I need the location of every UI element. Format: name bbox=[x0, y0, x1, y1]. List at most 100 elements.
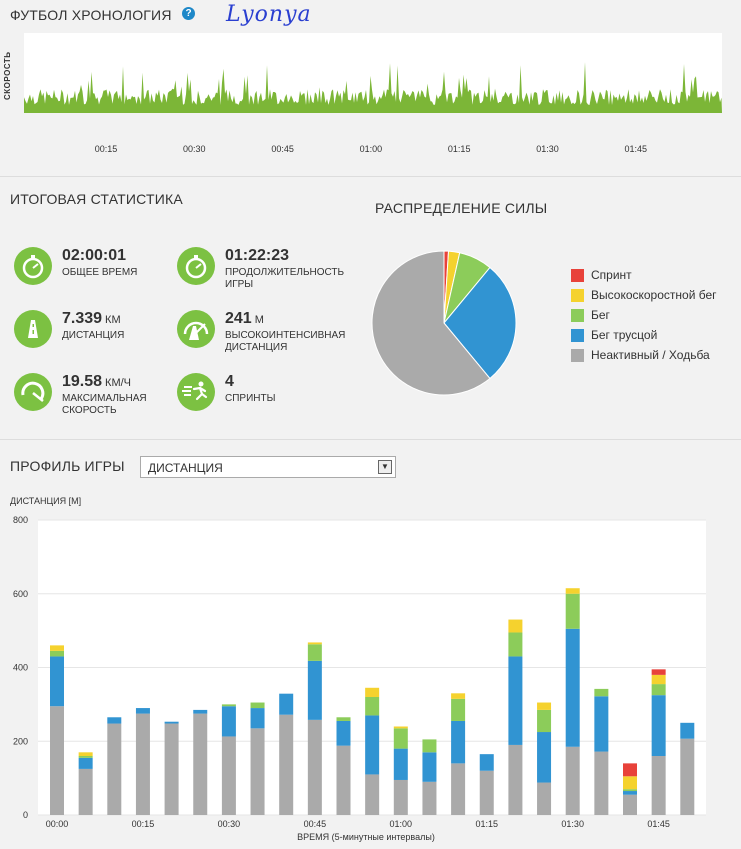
stopwatch-icon bbox=[177, 247, 215, 285]
legend-swatch bbox=[571, 349, 584, 362]
bar-segment bbox=[336, 745, 351, 815]
bar-segment bbox=[537, 732, 552, 783]
stopwatch-icon bbox=[14, 247, 52, 285]
bar-segment bbox=[623, 763, 637, 777]
profile-title: ПРОФИЛЬ ИГРЫ bbox=[10, 458, 125, 474]
bar-segment bbox=[623, 791, 637, 795]
bar-segment bbox=[508, 744, 523, 815]
y-tick-label: 0 bbox=[23, 810, 28, 820]
bar-segment bbox=[393, 779, 408, 815]
bar-segment bbox=[193, 713, 208, 815]
bar-segment bbox=[50, 645, 64, 651]
stat-sprints: 4 СПРИНТЫ bbox=[177, 373, 347, 423]
timeline-tick-label: 01:15 bbox=[448, 144, 471, 154]
stat-total-time: 02:00:01 ОБЩЕЕ ВРЕМЯ bbox=[14, 247, 184, 297]
bar-segment bbox=[594, 696, 609, 752]
stat-label: ПРОДОЛЖИТЕЛЬНОСТЬ ИГРЫ bbox=[225, 267, 345, 290]
y-tick-label: 800 bbox=[13, 515, 28, 525]
stat-value: 4 bbox=[225, 373, 234, 390]
timeline-tick-label: 01:30 bbox=[536, 144, 559, 154]
bar-segment bbox=[365, 697, 380, 716]
timeline-tick-label: 01:00 bbox=[360, 144, 383, 154]
x-tick-label: 01:30 bbox=[561, 819, 584, 829]
bar-segment bbox=[307, 719, 322, 815]
bar-segment bbox=[623, 789, 637, 792]
bar-segment bbox=[680, 738, 695, 815]
road-icon bbox=[14, 310, 52, 348]
stat-value: 241 М bbox=[225, 310, 264, 327]
game-profile-section: ПРОФИЛЬ ИГРЫ ДИСТАНЦИЯ ▼ ДИСТАНЦИЯ [М] 0… bbox=[0, 440, 741, 849]
distribution-title: РАСПРЕДЕЛЕНИЕ СИЛЫ bbox=[375, 200, 548, 216]
x-tick-label: 01:00 bbox=[390, 819, 413, 829]
stat-value: 01:22:23 bbox=[225, 247, 290, 264]
x-tick-label: 00:00 bbox=[46, 819, 69, 829]
stat-game-duration: 01:22:23 ПРОДОЛЖИТЕЛЬНОСТЬ ИГРЫ bbox=[177, 247, 347, 297]
bar-segment bbox=[78, 756, 93, 758]
distance-stacked-bar-chart: 0 200 400 600 800 00:00 00:15 00:30 00:45 01:00 01… bbox=[13, 515, 706, 842]
bar-segment bbox=[78, 752, 93, 756]
bar-segment bbox=[537, 702, 552, 710]
speedometer-icon bbox=[14, 373, 52, 411]
stats-title: ИТОГОВАЯ СТАТИСТИКА bbox=[10, 191, 183, 207]
bar-segment bbox=[78, 757, 93, 769]
stat-value: 7.339 КМ bbox=[62, 310, 121, 327]
bar-chart-y-axis-label: ДИСТАНЦИЯ [М] bbox=[10, 496, 82, 506]
y-tick-label: 600 bbox=[13, 589, 28, 599]
metric-select[interactable]: ДИСТАНЦИЯ ▼ bbox=[140, 456, 396, 478]
x-tick-label: 00:15 bbox=[132, 819, 155, 829]
bar-segment bbox=[479, 770, 494, 815]
legend-label: Высокоскоростной бег bbox=[591, 288, 717, 302]
bar-segment bbox=[135, 708, 150, 714]
chevron-down-icon[interactable]: ▼ bbox=[378, 460, 392, 474]
timeline-section: ФУТБОЛ ХРОНОЛОГИЯ ? Lyonya СКОРОСТЬ 00:1… bbox=[0, 0, 741, 177]
stat-value: 19.58 КМ/Ч bbox=[62, 373, 132, 390]
bar-segment bbox=[537, 782, 552, 815]
legend-label: Спринт bbox=[591, 268, 632, 282]
bar-segment bbox=[336, 720, 351, 746]
intensity-pie-chart bbox=[371, 250, 517, 396]
timeline-tick-label: 00:30 bbox=[183, 144, 206, 154]
bar-segment bbox=[623, 776, 637, 790]
legend-swatch bbox=[571, 289, 584, 302]
bar-segment bbox=[594, 688, 609, 697]
bar-segment bbox=[651, 756, 666, 815]
bar-segment bbox=[365, 715, 380, 775]
bar-segment bbox=[451, 693, 466, 699]
intensity-road-icon bbox=[177, 310, 215, 348]
timeline-tick-label: 00:45 bbox=[271, 144, 294, 154]
bar-segment bbox=[365, 774, 380, 815]
stat-label: СПРИНТЫ bbox=[225, 393, 276, 404]
bar-segment bbox=[651, 684, 666, 696]
stat-label: МАКСИМАЛЬНАЯ СКОРОСТЬ bbox=[62, 393, 147, 416]
bar-segment bbox=[623, 794, 637, 815]
bar-segment bbox=[422, 739, 437, 753]
bar-segment bbox=[279, 693, 294, 715]
metric-select-value: ДИСТАНЦИЯ bbox=[148, 461, 223, 475]
bar-segment bbox=[451, 720, 466, 764]
bar-segment bbox=[221, 706, 236, 737]
bar-segment bbox=[164, 721, 179, 724]
bar-segment bbox=[565, 588, 580, 594]
bar-segment bbox=[565, 746, 580, 815]
bar-segment bbox=[422, 752, 437, 782]
bar-segment bbox=[250, 728, 265, 815]
bar-segment bbox=[279, 714, 294, 815]
bar-segment bbox=[508, 656, 523, 745]
handwritten-signature: Lyonya bbox=[226, 2, 312, 27]
bar-segment bbox=[193, 709, 208, 714]
timeline-y-axis-label: СКОРОСТЬ bbox=[3, 51, 12, 100]
bar-segment bbox=[107, 717, 122, 724]
stat-label: ДИСТАНЦИЯ bbox=[62, 330, 125, 341]
bar-segment bbox=[651, 674, 666, 685]
legend-label: Неактивный / Ходьба bbox=[591, 348, 710, 362]
sprint-runner-icon bbox=[177, 373, 215, 411]
bar-segment bbox=[365, 687, 380, 697]
bar-segment bbox=[135, 713, 150, 815]
bar-chart-x-axis-label: ВРЕМЯ (5-минутные интервалы) bbox=[297, 832, 435, 842]
stat-max-speed: 19.58 КМ/Ч МАКСИМАЛЬНАЯ СКОРОСТЬ bbox=[14, 373, 184, 423]
bar-segment bbox=[50, 650, 64, 657]
bar-segment bbox=[393, 726, 408, 729]
bar-segment bbox=[307, 644, 322, 661]
help-icon[interactable]: ? bbox=[182, 7, 195, 20]
bar-segment bbox=[221, 704, 236, 707]
